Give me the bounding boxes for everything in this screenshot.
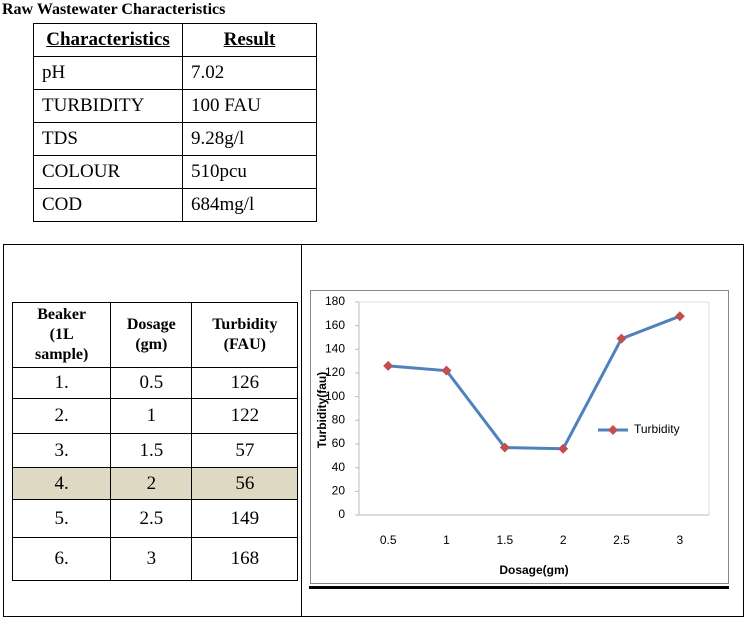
- chart-border: [310, 290, 729, 584]
- marker: [558, 443, 569, 454]
- marker: [499, 442, 510, 453]
- divider: [301, 244, 302, 617]
- cell: 9.28g/l: [182, 122, 317, 156]
- row: 3. 1.5 57: [11, 433, 299, 468]
- cell: TDS: [33, 122, 183, 156]
- marker: [383, 360, 394, 371]
- row: 4. 2 56: [11, 467, 299, 500]
- row: COD 684mg/l: [33, 188, 317, 222]
- header-cell: Dosage (gm): [110, 302, 193, 368]
- row: 2. 1 122: [11, 398, 299, 434]
- rule: [309, 586, 729, 589]
- row: 5. 2.5 149: [11, 499, 299, 538]
- x-tick-label: 0.5: [380, 533, 397, 547]
- x-tick-label: 3: [676, 533, 683, 547]
- y-tick-label: 140: [325, 342, 345, 356]
- cell: pH: [33, 56, 183, 90]
- y-tick-label: 120: [325, 365, 345, 379]
- line: [388, 314, 681, 451]
- dosage-table: Beaker (1L sample) Dosage (gm) Turbidity (…: [11, 302, 299, 581]
- x-tick-label: 2.5: [613, 533, 630, 547]
- x-tick-label: 2: [560, 533, 567, 547]
- cell: COD: [33, 188, 183, 222]
- legend-label: Turbidity: [634, 422, 680, 436]
- y-tick-label: 60: [332, 436, 346, 450]
- row: 1. 0.5 126: [11, 367, 299, 399]
- cell: 126: [191, 367, 299, 399]
- row: 6. 3 168: [11, 537, 299, 581]
- cell: TURBIDITY: [33, 89, 183, 123]
- header-cell: Turbidity (FAU): [191, 302, 299, 368]
- y-tick-label: 80: [332, 413, 346, 427]
- cell: 2.5: [110, 499, 193, 538]
- row: pH 7.02: [33, 56, 317, 90]
- marker: [674, 311, 685, 322]
- cell: 6.: [11, 537, 112, 581]
- row: TDS 9.28g/l: [33, 122, 317, 156]
- x-tick-label: 1: [443, 533, 450, 547]
- characteristics-table: Characteristics Result pH 7.02 TURBIDITY 100 …: [33, 23, 317, 222]
- y-tick-label: 20: [332, 484, 346, 498]
- legend-marker: [608, 425, 618, 435]
- y-axis-label: Turbidity(fau): [315, 372, 329, 448]
- row: TURBIDITY 100 FAU: [33, 89, 317, 123]
- x-tick-label: 1.5: [496, 533, 513, 547]
- marker: [616, 333, 627, 344]
- frame: [3, 244, 744, 617]
- y-tick-label: 180: [325, 294, 345, 308]
- cell: 57: [191, 433, 299, 468]
- y-tick-label: 40: [332, 460, 346, 474]
- cell: 168: [191, 537, 299, 581]
- cell: 7.02: [182, 56, 317, 90]
- header-cell: Result: [182, 23, 317, 57]
- cell: 0.5: [110, 367, 193, 399]
- y-tick-label: 100: [325, 389, 345, 403]
- title: Raw Wastewater Characteristics: [2, 1, 226, 18]
- header-row: Beaker (1L sample) Dosage (gm) Turbidity (…: [11, 302, 299, 368]
- y-tick-label: 160: [325, 318, 345, 332]
- header-cell: Beaker (1L sample): [11, 302, 112, 368]
- cell: 4.: [11, 467, 112, 500]
- cell: 1.5: [110, 433, 193, 468]
- cell: 5.: [11, 499, 112, 538]
- cell: 2.: [11, 398, 112, 434]
- y-tick-label: 0: [338, 507, 345, 521]
- x-axis-label: Dosage(gm): [499, 563, 568, 577]
- cell: 149: [191, 499, 299, 538]
- cell: 1.: [11, 367, 112, 399]
- header-cell: Characteristics: [33, 23, 183, 57]
- marker: [441, 365, 452, 376]
- cell: 1: [110, 398, 193, 434]
- cell: 510pcu: [182, 155, 317, 189]
- cell: 122: [191, 398, 299, 434]
- header-row: Characteristics Result: [33, 23, 317, 57]
- cell: 684mg/l: [182, 188, 317, 222]
- cell: 3.: [11, 433, 112, 468]
- cell: 56: [191, 467, 299, 500]
